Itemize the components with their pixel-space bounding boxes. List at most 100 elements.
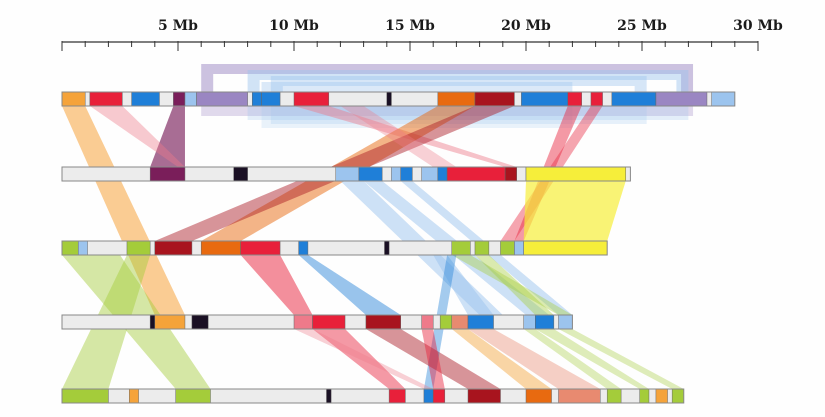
synteny-ribbon — [523, 181, 626, 241]
scale-tick-label: 20 Mb — [501, 18, 551, 34]
synteny-block — [514, 240, 524, 256]
arch-link — [270, 76, 647, 92]
scale-tick-label: 10 Mb — [269, 18, 319, 34]
chromosome-5 — [61, 388, 685, 404]
synteny-block — [474, 240, 490, 256]
synteny-block — [61, 91, 86, 107]
chromosome-outline — [61, 314, 573, 330]
synteny-ribbon — [62, 106, 185, 315]
arch-link-lower — [261, 106, 573, 128]
synteny-block — [671, 388, 685, 404]
synteny-block — [129, 388, 139, 404]
synteny-block — [312, 314, 346, 330]
synteny-block — [423, 388, 434, 404]
arch-link — [261, 82, 573, 92]
synteny-block — [154, 240, 193, 256]
synteny-block — [400, 166, 413, 182]
synteny-block — [437, 166, 448, 182]
chromosome-outline — [61, 388, 685, 404]
synteny-ribbon — [468, 329, 601, 389]
chromosome-body — [62, 241, 608, 255]
synteny-ribbon — [451, 329, 552, 389]
chromosome-3 — [61, 240, 608, 256]
arch-link — [247, 70, 689, 92]
synteny-block — [437, 91, 476, 107]
synteny-block — [388, 388, 406, 404]
scale-tick-label: 5 Mb — [158, 18, 198, 34]
arch-link — [201, 64, 694, 92]
synteny-ribbon — [294, 329, 434, 389]
synteny-block — [655, 91, 708, 107]
synteny-block — [184, 91, 197, 107]
synteny-block — [421, 314, 434, 330]
chromosome-1 — [61, 91, 736, 107]
scale-tick-label: 15 Mb — [385, 18, 435, 34]
synteny-ribbon — [451, 255, 573, 315]
chromosome-outline — [61, 91, 736, 107]
synteny-block — [451, 314, 469, 330]
synteny-block — [611, 91, 657, 107]
synteny-block — [126, 240, 151, 256]
synteny-block — [516, 166, 527, 182]
synteny-block — [61, 240, 79, 256]
synteny-block — [89, 91, 123, 107]
synteny-block — [590, 91, 603, 107]
synteny-block — [655, 388, 668, 404]
synteny-block — [196, 91, 248, 107]
synteny-block — [365, 314, 401, 330]
synteny-ribbon — [523, 329, 622, 389]
synteny-block — [535, 314, 555, 330]
scale-bar: 5 Mb 10 Mb 15 Mb 20 Mb 25 Mb 30 Mb — [61, 18, 783, 51]
synteny-block — [451, 240, 471, 256]
synteny-block — [384, 240, 390, 256]
synteny-ribbon — [365, 329, 501, 389]
synteny-block — [521, 91, 569, 107]
synteny-ribbon — [421, 329, 445, 389]
synteny-block — [567, 91, 582, 107]
synteny-block — [154, 314, 186, 330]
synteny-block — [261, 91, 281, 107]
synteny-block — [500, 240, 515, 256]
synteny-block — [131, 91, 160, 107]
synteny-block — [606, 388, 622, 404]
synteny-ribbon — [535, 329, 649, 389]
synteny-ribbon — [558, 329, 684, 389]
synteny-block — [251, 91, 262, 107]
synteny-block — [525, 166, 627, 182]
synteny-block — [175, 388, 211, 404]
synteny-ribbon — [474, 255, 554, 315]
synteny-block — [523, 240, 608, 256]
chromosome-2 — [61, 166, 631, 182]
synteny-block — [200, 240, 241, 256]
synteny-ribbon — [298, 255, 401, 315]
synteny-block — [240, 240, 281, 256]
synteny-block — [293, 91, 330, 107]
synteny-block — [61, 388, 109, 404]
synteny-block — [711, 91, 736, 107]
synteny-block — [467, 388, 501, 404]
synteny-block — [525, 388, 552, 404]
synteny-block — [446, 166, 506, 182]
synteny-block — [298, 240, 309, 256]
synteny-block — [504, 166, 517, 182]
synteny-block — [293, 314, 313, 330]
synteny-block — [386, 91, 392, 107]
chromosome-outline — [61, 240, 608, 256]
synteny-ribbon — [240, 255, 313, 315]
scale-tick-label: 25 Mb — [617, 18, 667, 34]
scale-labels: 5 Mb 10 Mb 15 Mb 20 Mb 25 Mb 30 Mb — [158, 18, 783, 34]
synteny-ribbon — [150, 106, 185, 167]
synteny-ribbon — [312, 329, 406, 389]
synteny-block — [439, 314, 453, 330]
synteny-block — [191, 314, 209, 330]
synteny-block — [467, 314, 494, 330]
synteny-block — [233, 166, 248, 182]
synteny-block — [474, 91, 515, 107]
scale-tick-label: 30 Mb — [733, 18, 783, 34]
synteny-block — [149, 166, 186, 182]
chromosome-outline — [61, 166, 631, 182]
synteny-block — [326, 388, 332, 404]
synteny-block — [77, 240, 88, 256]
synteny-ribbon — [340, 106, 457, 167]
synteny-block — [149, 314, 156, 330]
